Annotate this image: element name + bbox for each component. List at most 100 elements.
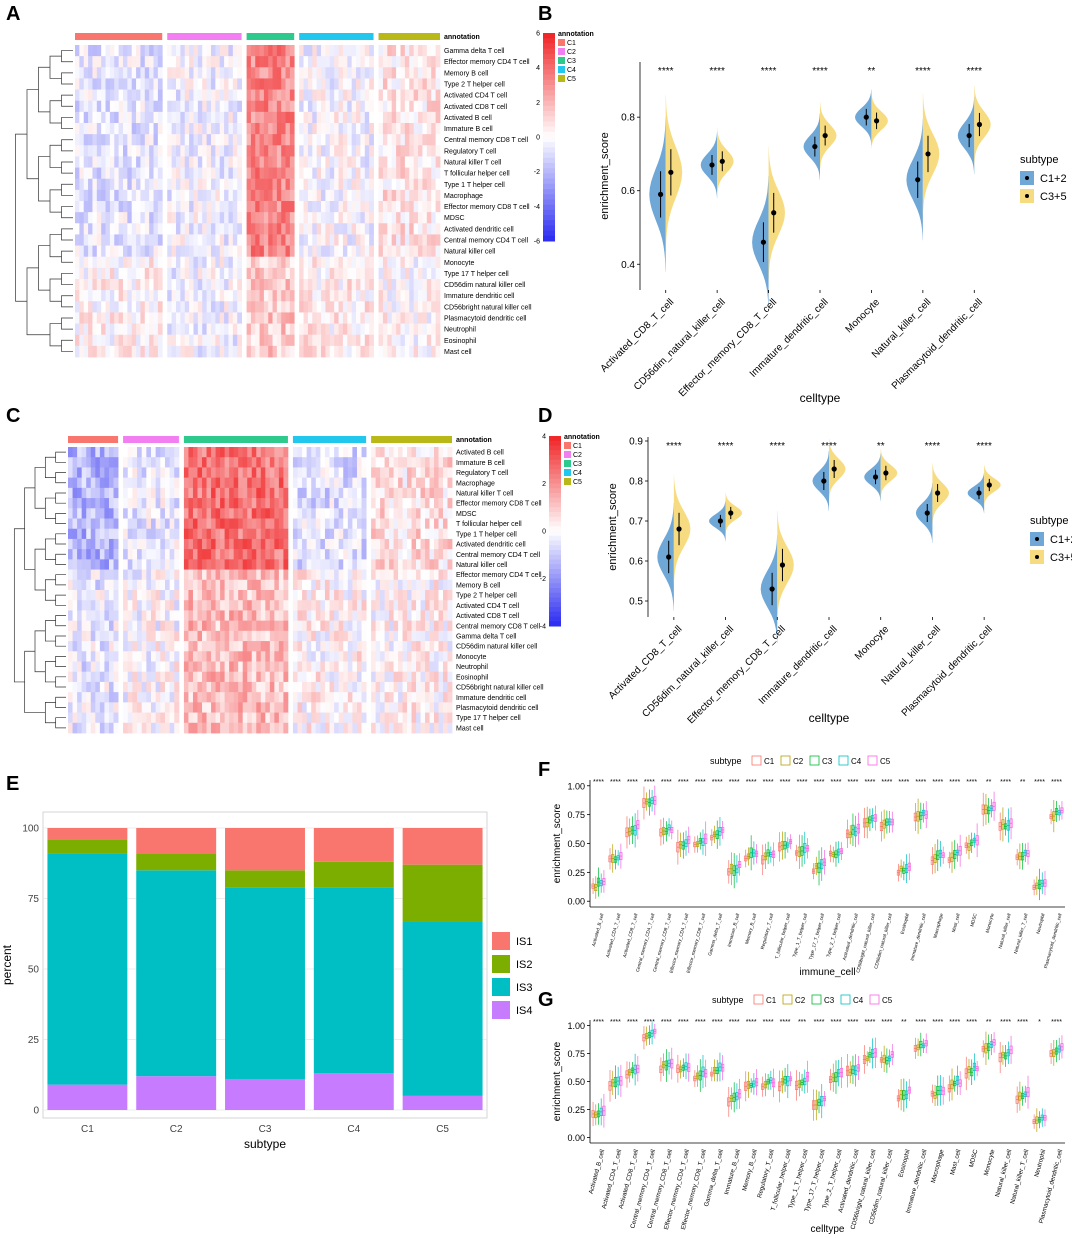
heatmap-cell (233, 467, 239, 479)
panel-label-f: F (538, 759, 550, 781)
heatmap-cell (278, 487, 284, 499)
heatmap-cell (329, 661, 335, 673)
heatmap-cell (274, 569, 280, 581)
heatmap-cell (393, 487, 399, 499)
heatmap-cell (418, 301, 423, 313)
heatmap-cell (171, 323, 177, 336)
heatmap-cell (224, 189, 229, 202)
heatmap-cell (127, 100, 133, 113)
heatmap-cell (174, 538, 180, 550)
heatmap-cell (171, 279, 177, 291)
heatmap-cell (123, 457, 129, 468)
heatmap-cell (118, 256, 124, 269)
heatmap-cell (131, 123, 137, 135)
heatmap-cell (324, 487, 330, 499)
heatmap-cell (259, 223, 265, 235)
heatmap-cell (396, 234, 401, 246)
heatmap-cell (149, 67, 154, 79)
heatmap-cell (246, 145, 252, 157)
heatmap-cell (193, 323, 199, 336)
row-dendrogram (15, 50, 73, 352)
heatmap-cell (343, 487, 349, 499)
heatmap-cell (238, 518, 244, 530)
heatmap-cell (425, 661, 430, 673)
heatmap-cell (164, 620, 171, 632)
heatmap-cell (382, 89, 388, 102)
heatmap-cell (352, 590, 358, 601)
heatmap-cell (447, 467, 453, 479)
heatmap-cell (307, 89, 313, 102)
heatmap-cell (416, 692, 421, 703)
row-label: Natural killer cell (456, 562, 508, 569)
violin-half-c3-5 (725, 492, 743, 534)
heatmap-cell (409, 100, 415, 113)
heatmap-cell (334, 528, 340, 540)
heatmap-cell (77, 610, 83, 622)
heatmap-cell (164, 467, 171, 479)
heatmap-cell (334, 498, 340, 509)
heatmap-cell (256, 702, 262, 713)
heatmap-cell (343, 681, 349, 693)
violin-chart-b: 0.40.60.8enrichment_score****Activated_C… (599, 62, 1067, 405)
heatmap-cell (108, 498, 114, 509)
heatmap-cell (232, 178, 238, 191)
heatmap-cell (364, 345, 370, 358)
heatmap-cell (325, 290, 331, 302)
heatmap-cell (151, 722, 157, 734)
heatmap-cell (75, 89, 80, 102)
heatmap-cell (380, 722, 385, 734)
colorbar-step (549, 497, 561, 503)
heatmap-cell (95, 477, 101, 489)
heatmap-cell (211, 712, 216, 724)
heatmap-cell (122, 279, 128, 291)
heatmap-cell (247, 641, 253, 652)
heatmap-cell (141, 457, 147, 468)
heatmap-cell (193, 156, 199, 168)
row-label: Neutrophil (444, 327, 476, 334)
heatmap-cell (299, 67, 304, 79)
heatmap-cell (320, 538, 326, 550)
heatmap-cell (324, 651, 330, 662)
heatmap-cell (435, 201, 441, 213)
heatmap-cell (329, 549, 335, 560)
heatmap-cell (409, 256, 415, 269)
heatmap-cell (404, 145, 410, 157)
heatmap-cell (202, 234, 208, 246)
heatmap-cell (302, 528, 308, 540)
heatmap-cell (356, 702, 362, 713)
heatmap-cell (108, 681, 114, 693)
heatmap-cell (149, 312, 154, 324)
dendrogram-branch (49, 323, 62, 347)
heatmap-cell (387, 334, 393, 347)
heatmap-cell (229, 467, 235, 479)
heatmap-cell (320, 579, 326, 591)
heatmap-cell (324, 477, 330, 489)
heatmap-cell (260, 692, 266, 703)
heatmap-cell (404, 267, 410, 280)
heatmap-cell (283, 692, 289, 703)
heatmap-cell (316, 189, 322, 202)
heatmap-cell (215, 559, 221, 570)
heatmap-cell (400, 111, 406, 124)
row-label: Activated CD4 T cell (456, 603, 520, 610)
heatmap-cell (434, 641, 439, 652)
heatmap-cell (238, 508, 244, 519)
heatmap-cell (426, 201, 432, 213)
row-label: Gamma delta T cell (456, 633, 517, 640)
row-label: CD56dim natural killer cell (444, 282, 526, 289)
heatmap-cell (292, 559, 298, 570)
heatmap-cell (281, 45, 286, 57)
heatmap-cell (193, 178, 199, 191)
heatmap-cell (360, 234, 366, 246)
row-label: Memory B cell (444, 70, 489, 77)
heatmap-cell (175, 234, 181, 246)
heatmap-cell (96, 279, 102, 291)
heatmap-cell (259, 167, 265, 180)
heatmap-cell (132, 600, 138, 611)
heatmap-cell (90, 651, 96, 662)
y-tick-label: 100 (22, 824, 39, 835)
heatmap-cell (316, 245, 322, 258)
colorbar-step (549, 493, 561, 499)
heatmap-cell (224, 156, 229, 168)
heatmap-cell (197, 201, 203, 213)
